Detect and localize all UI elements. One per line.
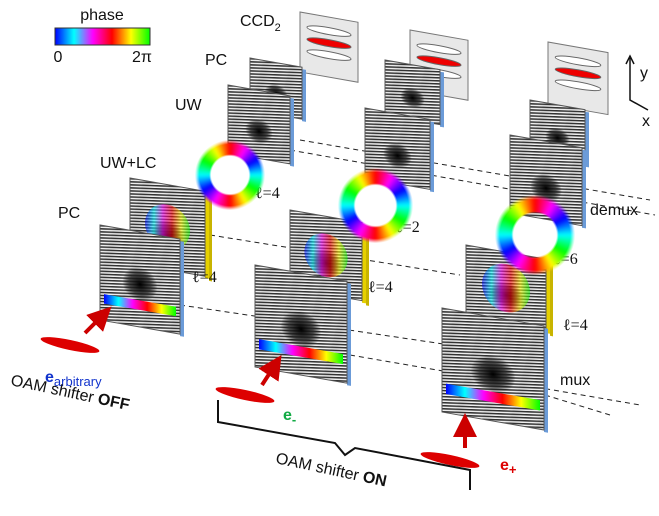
mode-ring — [338, 168, 413, 243]
ccd-sub: 2 — [275, 22, 281, 34]
plate-edge — [180, 241, 184, 337]
plate-edge — [440, 71, 444, 128]
ccd-text: CCD — [240, 13, 275, 30]
axes-icon — [625, 54, 649, 111]
beams — [40, 337, 480, 468]
spot — [554, 79, 602, 92]
mode-ring — [195, 140, 265, 210]
input-symbol: e — [500, 457, 509, 474]
plate-edge — [582, 149, 586, 229]
mode-label: ℓ=4 — [563, 317, 588, 334]
uw-label: UW — [175, 97, 203, 114]
input-sub: + — [509, 462, 517, 477]
spot — [416, 55, 462, 67]
input-sub: arbitrary — [54, 374, 102, 389]
vortex — [280, 310, 322, 348]
input-minus: e- — [283, 407, 296, 427]
plate-edge — [550, 263, 553, 337]
bracket — [217, 400, 471, 490]
vortex — [470, 355, 516, 394]
vortex — [122, 266, 158, 302]
mux-label: mux — [560, 372, 590, 389]
plate-edge — [205, 193, 209, 279]
mode-ring — [495, 195, 575, 275]
spot — [416, 43, 462, 55]
phase-overlay — [304, 233, 348, 278]
caption-on: OAM shifter ON — [274, 450, 388, 490]
plate — [254, 264, 351, 386]
plate-edge — [302, 69, 306, 122]
plate-edge — [209, 195, 212, 282]
uw-lc-label: UW+LC — [100, 155, 156, 172]
spot — [554, 55, 602, 68]
plate-edge — [290, 97, 294, 167]
caption-bold: ON — [361, 469, 388, 491]
ccd-screen — [547, 41, 609, 116]
colorbar-title: phase — [80, 7, 124, 24]
plate-edge — [546, 261, 550, 334]
input-symbol: e — [45, 369, 54, 386]
plate — [441, 307, 548, 433]
caption-bold: OFF — [96, 391, 131, 414]
plate — [99, 224, 184, 337]
plate-edge — [366, 227, 369, 306]
demux-label: demux — [590, 202, 638, 219]
colorbar — [54, 27, 151, 46]
phase-strip — [104, 294, 176, 317]
axis-y: y — [640, 65, 648, 82]
input-symbol: e — [283, 407, 292, 424]
plate-edge — [362, 224, 366, 304]
phase-strip — [446, 383, 540, 411]
mode-label: ℓ=4 — [192, 269, 217, 286]
plate-edge — [347, 283, 351, 386]
caption-text: OAM shifter — [274, 450, 364, 485]
colorbar-max: 2π — [132, 49, 152, 66]
phase-strip — [259, 339, 343, 365]
axis-x: x — [642, 113, 650, 130]
plate-edge — [430, 121, 434, 193]
pc-top-label: PC — [205, 52, 227, 69]
input-plus: e+ — [500, 457, 517, 477]
spot — [306, 49, 352, 61]
arrows — [83, 306, 477, 448]
colorbar-min: 0 — [54, 49, 63, 66]
input-arbitrary: earbitrary — [45, 369, 102, 389]
spot — [306, 25, 352, 37]
ccd-label: CCD2 — [240, 13, 281, 34]
input-sub: - — [292, 412, 296, 427]
ccd-screen — [299, 11, 359, 83]
vortex — [400, 87, 425, 108]
spot — [554, 67, 602, 80]
pc-bottom-label: PC — [58, 205, 80, 222]
plate — [384, 59, 444, 128]
spot — [306, 37, 352, 49]
vortex — [245, 118, 273, 144]
vortex — [383, 142, 412, 169]
phase-overlay — [482, 263, 530, 313]
plate-edge — [544, 327, 548, 433]
mode-label: ℓ=4 — [368, 279, 393, 296]
